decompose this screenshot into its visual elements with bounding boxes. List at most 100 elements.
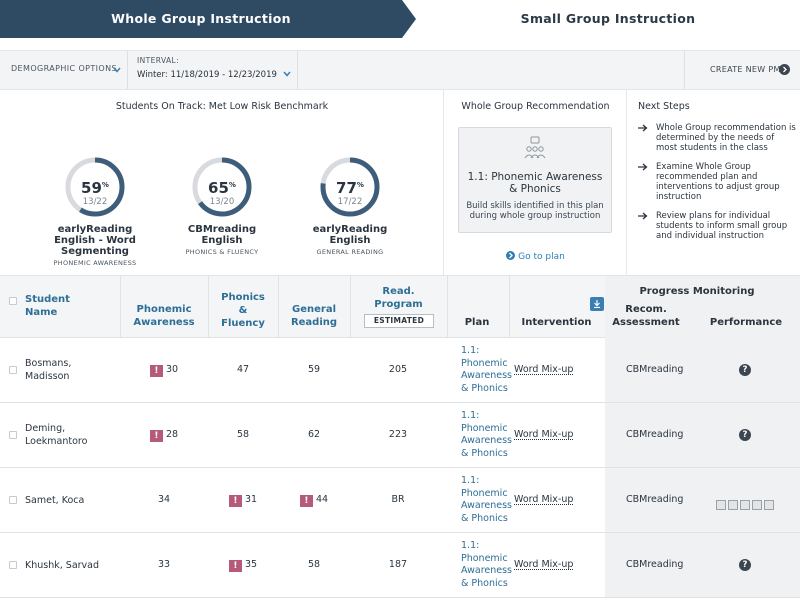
gauge-skill-area: GENERAL READING xyxy=(316,248,384,256)
intervention-link[interactable]: Word Mix-up xyxy=(514,559,574,570)
risk-flag-icon: ! xyxy=(228,495,242,507)
performance-box xyxy=(752,500,762,510)
student-name[interactable]: Samet, Koca xyxy=(25,495,85,506)
col-student-name[interactable]: Student Name xyxy=(25,294,70,318)
students-on-track-title: Students On Track: Met Low Risk Benchmar… xyxy=(115,101,329,112)
arrow-right-icon xyxy=(638,124,648,135)
col-performance[interactable]: Performance xyxy=(709,317,783,328)
col-read-program[interactable]: Read. Program xyxy=(374,286,423,310)
recom-assessment: CBMreading xyxy=(626,364,684,375)
students-on-track-section: Students On Track: Met Low Risk Benchmar… xyxy=(0,90,444,276)
intervention-link[interactable]: Word Mix-up xyxy=(514,494,574,505)
col-phonics-fluency[interactable]: Phonics & Fluency xyxy=(221,292,265,329)
table-row[interactable]: Samet, Koca 34 ! 31 ! 44 BR 1.1: Phonemic Aw… xyxy=(0,468,800,533)
progress-monitoring-cell-bg xyxy=(605,533,800,597)
general-score: 62 xyxy=(307,429,321,440)
phonics-score: 47 xyxy=(236,364,250,375)
next-steps-title: Next Steps xyxy=(638,101,690,112)
progress-monitoring-group-header: Progress Monitoring xyxy=(639,286,755,297)
row-checkbox[interactable] xyxy=(9,496,17,504)
performance-box xyxy=(728,500,738,510)
filter-bar: DEMOGRAPHIC OPTIONS INTERVAL: Winter: 11… xyxy=(0,50,800,90)
student-name[interactable]: Khushk, Sarvad xyxy=(25,560,100,571)
read-program-score: BR xyxy=(391,494,405,505)
next-step-item: Whole Group recommendation is determined… xyxy=(638,123,798,153)
risk-flag-icon: ! xyxy=(228,560,242,572)
column-divider xyxy=(278,276,279,338)
table-row[interactable]: Bosmans, Madisson ! 30 47 59 205 1.1: Phone… xyxy=(0,338,800,403)
performance-box xyxy=(764,500,774,510)
arrow-right-circle-icon xyxy=(506,251,516,260)
column-divider xyxy=(447,276,448,338)
table-row[interactable]: Khushk, Sarvad 33 ! 35 58 187 1.1: Phonemi… xyxy=(0,533,800,598)
gauge-fraction: 13/20 xyxy=(209,197,235,207)
recommended-plan-name: 1.1: Phonemic Awareness & Phonics xyxy=(467,171,603,195)
row-checkbox[interactable] xyxy=(9,366,17,374)
plan-link[interactable]: 1.1: Phonemic Awareness & Phonics xyxy=(461,345,513,394)
student-name[interactable]: Deming, Loekmantoro xyxy=(25,423,88,447)
demographic-options-dropdown[interactable]: DEMOGRAPHIC OPTIONS xyxy=(0,51,128,89)
gauge-skill-area: PHONEMIC AWARENESS xyxy=(53,259,137,267)
summary-panel: Students On Track: Met Low Risk Benchmar… xyxy=(0,90,800,276)
read-program-score: 223 xyxy=(388,429,408,440)
phonemic-score: ! 30 xyxy=(139,364,189,377)
gauge-measure-name: earlyReading English xyxy=(312,224,388,246)
download-icon[interactable] xyxy=(590,297,604,311)
row-checkbox[interactable] xyxy=(9,561,17,569)
performance-indicator[interactable] xyxy=(716,495,776,514)
recom-assessment: CBMreading xyxy=(626,494,684,505)
gauge-measure-name: earlyReading English - Word Segmenting xyxy=(54,224,136,257)
create-new-pm-label: CREATE NEW PM xyxy=(710,65,781,74)
donut-chart xyxy=(192,157,252,217)
plan-link[interactable]: 1.1: Phonemic Awareness & Phonics xyxy=(461,410,513,459)
performance-box xyxy=(716,500,726,510)
read-program-score: 205 xyxy=(388,364,408,375)
col-recom-assessment[interactable]: Recom. Assessment xyxy=(612,304,680,328)
col-general-reading[interactable]: General Reading xyxy=(290,304,338,328)
arrow-right-icon xyxy=(638,212,648,223)
col-plan[interactable]: Plan xyxy=(464,317,490,328)
recommendation-title: Whole Group Recommendation xyxy=(461,101,610,112)
table-row[interactable]: Deming, Loekmantoro ! 28 58 62 223 1.1: Pho… xyxy=(0,403,800,468)
read-program-score: 187 xyxy=(388,559,408,570)
gauge-fraction: 13/22 xyxy=(82,197,108,207)
table-header: Student Name Phonemic Awareness Phonics & Fl… xyxy=(0,276,800,338)
next-step-item: Review plans for individual students to … xyxy=(638,211,798,241)
tab-small-group-instruction[interactable]: Small Group Instruction xyxy=(416,0,800,38)
next-steps-section: Next Steps Whole Group recommendation is… xyxy=(627,90,800,276)
plan-link[interactable]: 1.1: Phonemic Awareness & Phonics xyxy=(461,540,513,589)
help-icon[interactable]: ? xyxy=(739,364,751,376)
phonemic-score: ! 28 xyxy=(139,429,189,442)
select-all-checkbox[interactable] xyxy=(9,297,17,305)
recommendation-card[interactable]: 1.1: Phonemic Awareness & Phonics Build … xyxy=(458,127,612,233)
help-icon[interactable]: ? xyxy=(739,429,751,441)
create-new-pm-button[interactable]: CREATE NEW PM xyxy=(684,51,800,89)
next-step-item: Examine Whole Group recommended plan and… xyxy=(638,162,798,202)
col-intervention[interactable]: Intervention xyxy=(521,317,592,328)
row-checkbox[interactable] xyxy=(9,431,17,439)
general-score: ! 44 xyxy=(289,494,339,507)
intervention-link[interactable]: Word Mix-up xyxy=(514,429,574,440)
risk-flag-icon: ! xyxy=(299,495,313,507)
recom-assessment: CBMreading xyxy=(626,429,684,440)
chevron-down-icon xyxy=(283,71,291,79)
gauge-phonics-fluency: 65% 13/20 CBMreading English PHONICS & F… xyxy=(157,156,287,256)
column-divider xyxy=(208,276,209,338)
column-divider xyxy=(509,276,510,338)
estimated-badge: ESTIMATED xyxy=(364,314,434,328)
tab-active-background xyxy=(0,0,416,38)
col-phonemic-awareness[interactable]: Phonemic Awareness xyxy=(133,304,195,328)
gauge-percent: 77% xyxy=(336,179,364,197)
gauge-percent: 59% xyxy=(81,179,109,197)
help-icon[interactable]: ? xyxy=(739,559,751,571)
go-to-plan-label: Go to plan xyxy=(518,252,565,262)
gauge-fraction: 17/22 xyxy=(337,197,363,207)
interval-dropdown[interactable]: INTERVAL: Winter: 11/18/2019 - 12/23/201… xyxy=(128,51,298,89)
intervention-link[interactable]: Word Mix-up xyxy=(514,364,574,375)
plan-link[interactable]: 1.1: Phonemic Awareness & Phonics xyxy=(461,475,513,524)
student-name[interactable]: Bosmans, Madisson xyxy=(25,358,72,382)
phonics-score: 58 xyxy=(236,429,250,440)
tab-whole-group-instruction[interactable]: Whole Group Instruction xyxy=(0,0,416,38)
progress-monitoring-header-bg xyxy=(605,276,800,338)
go-to-plan-link[interactable]: Go to plan xyxy=(444,251,627,262)
